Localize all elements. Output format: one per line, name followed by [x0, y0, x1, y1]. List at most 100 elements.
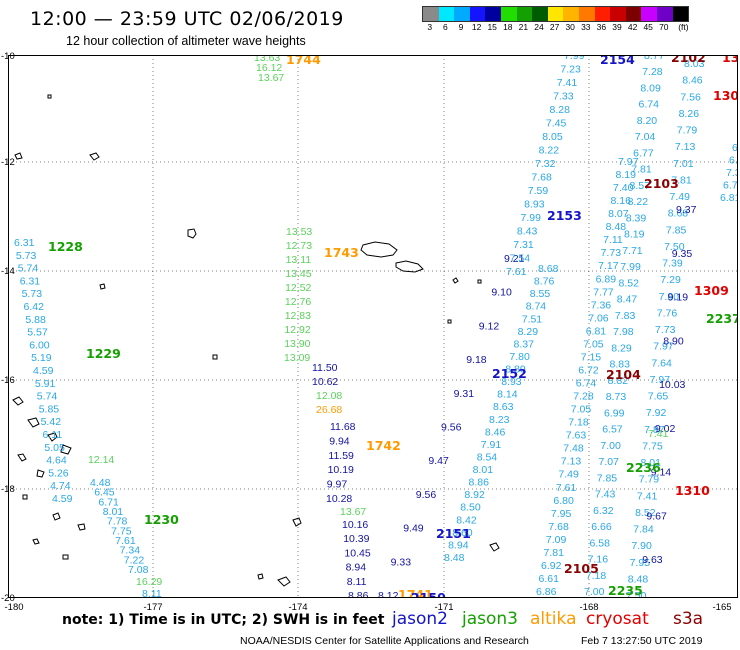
swh-value: 8.11 [142, 588, 162, 598]
swh-value: 6.74 [576, 378, 597, 390]
swh-value: 7.92 [646, 407, 667, 419]
lat-label: -18 [1, 484, 15, 495]
swh-value: 4.59 [33, 365, 54, 377]
swh-value: 7.22 [124, 554, 145, 566]
swh-value: 7.33 [726, 167, 738, 179]
swh-value: 8.50 [460, 502, 481, 514]
swh-value: 8.42 [456, 514, 477, 526]
legend-jason2: jason2 [392, 609, 448, 629]
swh-value: 11.50 [312, 362, 338, 374]
swh-value: 13.67 [258, 72, 284, 84]
swh-value: 8.52 [635, 507, 656, 519]
colorbar-cell [656, 7, 673, 21]
swh-value: 8.01 [103, 506, 124, 518]
swh-value: 11.68 [330, 421, 356, 433]
pass-number: 2105 [564, 561, 599, 576]
swh-value: 6.57 [602, 424, 623, 436]
swh-value: 6.58 [590, 537, 611, 549]
swh-value: 7.97 [653, 341, 674, 353]
swh-value: 7.85 [666, 224, 687, 236]
swh-value: 7.18 [568, 417, 589, 429]
swh-value: 8.55 [530, 288, 551, 300]
colorbar-cell [438, 7, 455, 21]
swh-value: 8.86 [469, 477, 490, 489]
swh-value: 7.49 [670, 191, 691, 203]
colorbar-label: 27 [549, 22, 560, 32]
colorbar-cell [594, 7, 611, 21]
swh-value: 7.41 [648, 428, 669, 440]
colorbar-label: 12 [471, 22, 482, 32]
swh-value: 8.68 [538, 263, 559, 275]
swh-value: 7.28 [642, 66, 663, 78]
swh-value: 7.81 [671, 174, 692, 186]
colorbar-cell [578, 7, 595, 21]
pass-number: 2103 [644, 176, 679, 191]
lon-label: -174 [288, 602, 308, 613]
swh-value: 7.80 [509, 351, 530, 363]
swh-value: 6.61 [539, 573, 560, 585]
swh-value: 10.45 [344, 547, 370, 559]
swh-value: 7.31 [513, 239, 534, 251]
swh-value: 7.80 [659, 291, 680, 303]
colorbar-cell [641, 7, 657, 21]
swh-value: 12.08 [316, 390, 342, 402]
colorbar-cell [532, 7, 548, 21]
swh-value: 9.56 [416, 489, 437, 501]
swh-value: 10.28 [326, 493, 352, 505]
swh-value: 8.94 [448, 539, 469, 551]
swh-value: 8.48 [606, 221, 627, 233]
swh-value: 7.45 [546, 118, 567, 130]
swh-value: 8.86 [348, 590, 369, 598]
swh-value: 7.43 [595, 489, 616, 501]
pass-number: 2154 [600, 55, 635, 67]
colorbar-cell [625, 7, 642, 21]
swh-value: 4.64 [46, 455, 67, 467]
swh-value: 8.05 [542, 131, 563, 143]
swh-value: 7.75 [111, 525, 132, 537]
swh-value: 9.63 [642, 554, 663, 566]
swh-value: 6.80 [553, 495, 574, 507]
colorbar-cell [547, 7, 564, 21]
swh-value: 9.56 [441, 422, 462, 434]
pass-number: 2235 [608, 583, 643, 598]
swh-value: 7.59 [528, 185, 549, 197]
island-upolu [360, 241, 398, 258]
colorbar-label: 70 [659, 22, 669, 32]
swh-value: 7.85 [597, 472, 618, 484]
swh-value: 9.47 [428, 455, 449, 467]
swh-value: 8.12 [378, 590, 399, 598]
legend-cryosat: cryosat [586, 609, 649, 629]
swh-value: 7.81 [544, 547, 565, 559]
swh-value: 7.75 [642, 440, 663, 452]
swh-value: 8.16 [611, 195, 632, 207]
lat-label: -14 [1, 266, 15, 277]
colorbar-cell [423, 7, 439, 21]
swh-value: 9.02 [655, 423, 676, 435]
coastlines [12, 94, 500, 587]
swh-value: 7.13 [561, 456, 582, 468]
swh-value: 8.68 [668, 208, 689, 220]
graticule [8, 55, 738, 598]
units-note: note: 1) Time is in UTC; 2) SWH is in fe… [62, 612, 385, 628]
colorbar-label: 30 [565, 22, 575, 32]
swh-value: 8.92 [464, 489, 485, 501]
swh-value: 13.45 [285, 268, 311, 280]
swh-value: 10.16 [342, 519, 368, 531]
swh-value: 5.05 [44, 442, 65, 454]
swh-value: 6.66 [591, 521, 612, 533]
colorbar-label: 9 [458, 22, 464, 32]
swh-value: 8.22 [539, 145, 560, 157]
swh-value: 9.97 [327, 479, 348, 491]
colorbar-cell [610, 7, 626, 21]
colorbar-cell [563, 7, 579, 21]
pass-number: 2102 [671, 55, 706, 65]
altimeter-tracks: 13.6316.1213.6713.5312.7313.1113.4512.52… [14, 55, 738, 598]
swh-value: 8.09 [640, 83, 661, 95]
swh-value: 7.49 [558, 469, 579, 481]
swh-value: 6.99 [604, 407, 625, 419]
swh-value: 7.00 [584, 586, 605, 598]
swh-value: 13.53 [286, 226, 312, 238]
pass-number: 1309 [694, 283, 729, 298]
colorbar-label: 15 [487, 22, 497, 32]
pass-number: 2104 [606, 367, 641, 382]
